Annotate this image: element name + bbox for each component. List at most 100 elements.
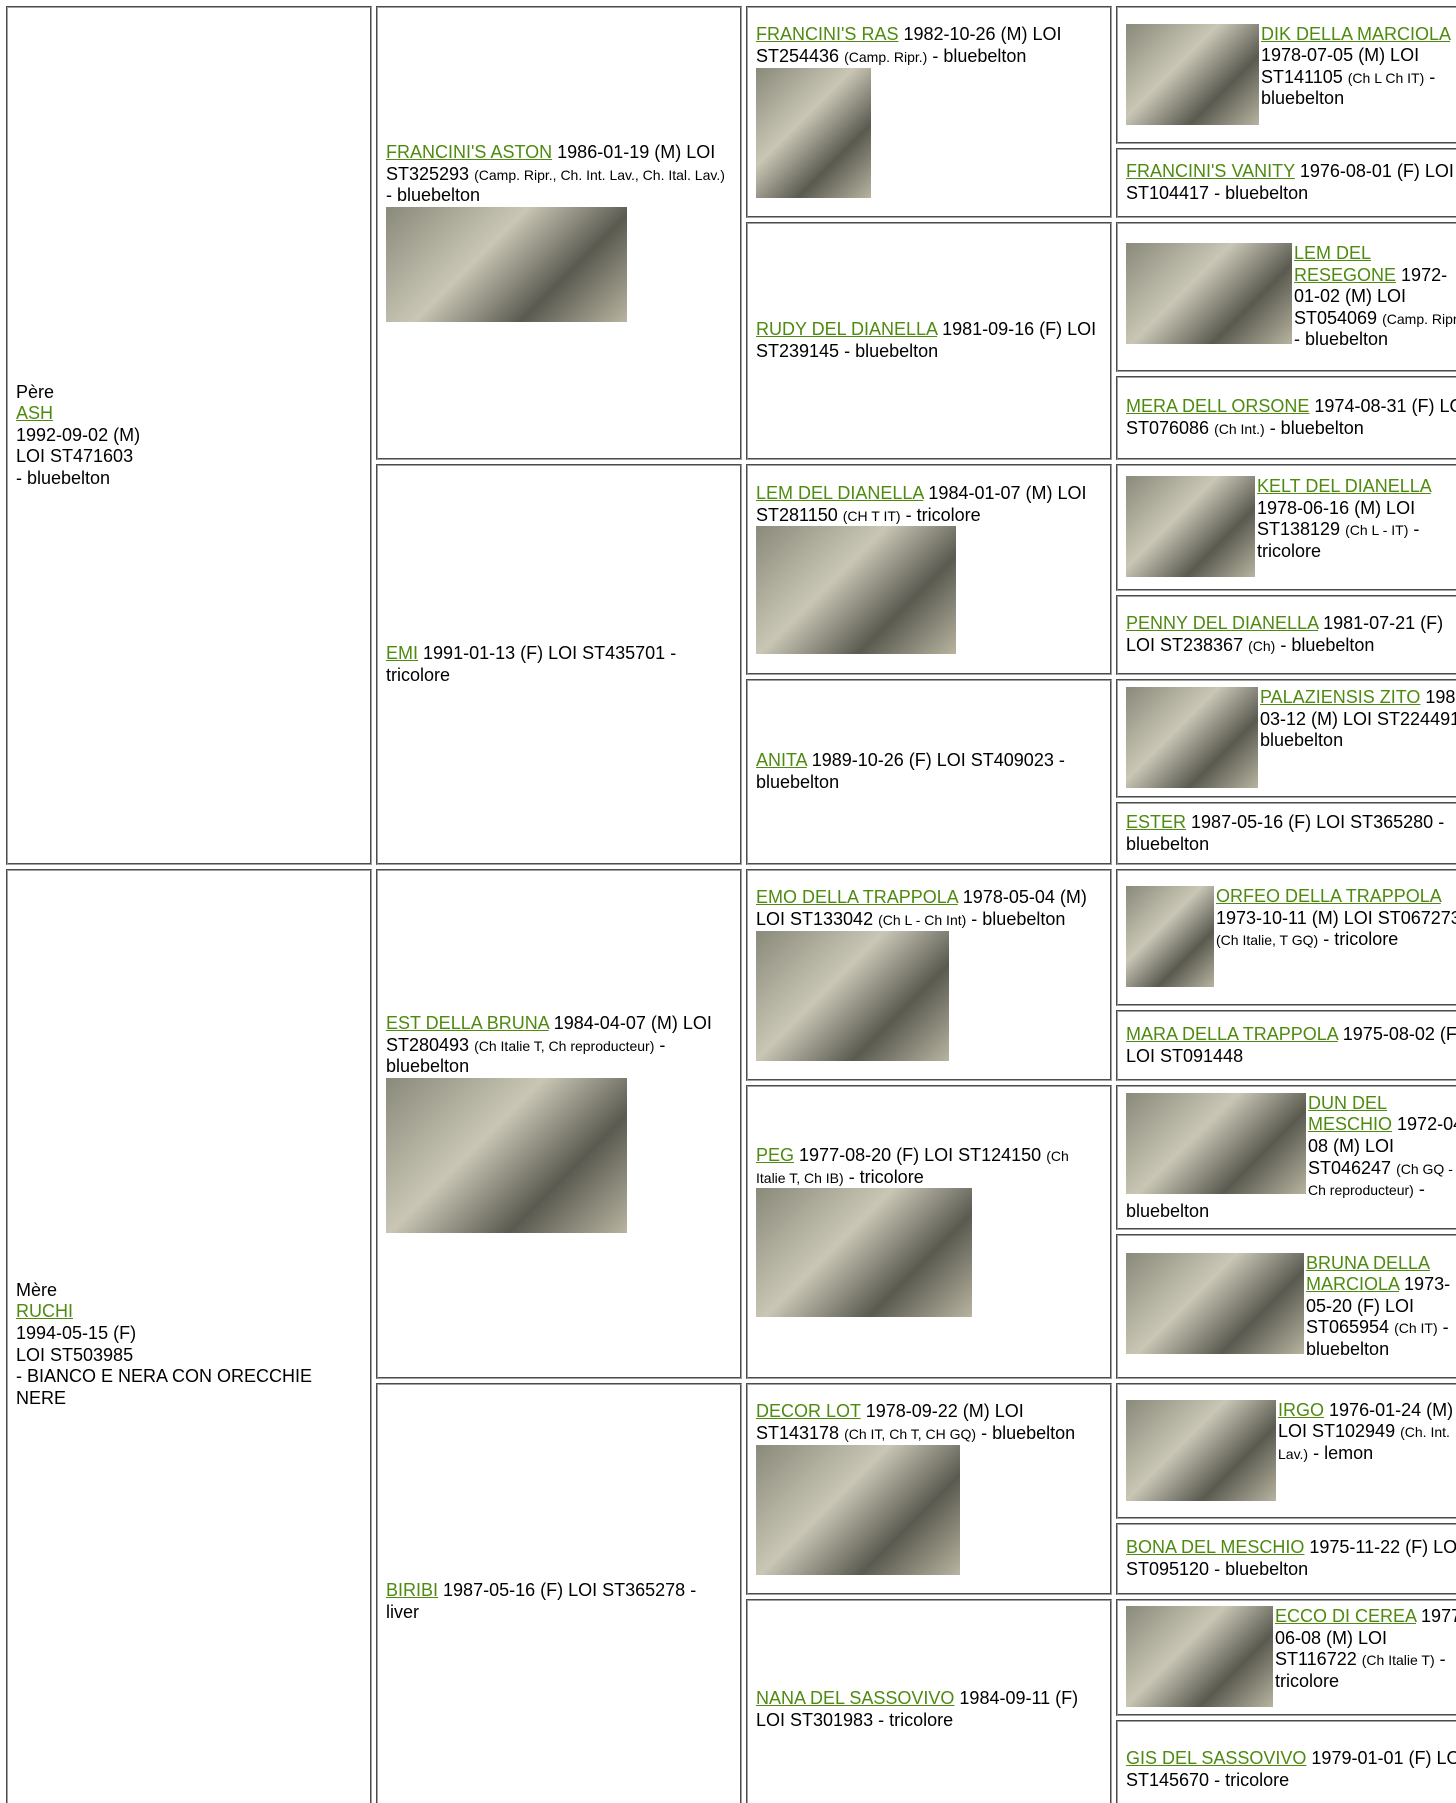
dog-coat: - bluebelton <box>1126 1179 1425 1221</box>
dog-coat: - tricolore <box>1323 929 1399 950</box>
dog-details: 1978-09-22 (M) LOI ST143178 <box>756 1401 1024 1443</box>
dog-name-link[interactable]: PENNY DEL DIANELLA <box>1126 613 1319 634</box>
dog-name-link[interactable]: ESTER <box>1126 811 1187 832</box>
dog-cell: PENNY DEL DIANELLA 1981-07-21 (F) LOI ST… <box>1116 595 1456 675</box>
dog-coat: - bluebelton <box>1260 730 1344 751</box>
dog-details: 1973-10-11 (M) LOI ST067273 <box>1216 907 1456 928</box>
dog-details: 1981-09-16 (F) LOI ST239145 <box>756 319 1097 361</box>
dog-name-link[interactable]: BRUNA DELLA MARCIOLA <box>1306 1252 1431 1295</box>
dog-details: 1986-01-19 (M) LOI ST325293 <box>386 142 716 184</box>
dog-name-link[interactable]: DIK DELLA MARCIOLA <box>1261 23 1451 44</box>
dog-coat: - lemon <box>1313 1442 1374 1463</box>
dog-titles: (Ch Italie T) <box>1361 1652 1435 1669</box>
dog-details: 1982-10-26 (M) LOI ST254436 <box>756 24 1062 66</box>
dog-cell: KELT DEL DIANELLA 1978-06-16 (M) LOI ST1… <box>1116 464 1456 591</box>
dog-details: 1975-11-22 (F) LOI ST095120 <box>1126 1537 1456 1579</box>
dog-name-link[interactable]: ANITA <box>756 750 807 771</box>
dog-name-link[interactable]: LEM DEL DIANELLA <box>756 482 924 503</box>
dog-details: 1989-10-26 (F) LOI ST409023 <box>811 750 1054 771</box>
dog-details: 1991-01-13 (F) LOI ST435701 <box>423 642 666 663</box>
dog-coat: - bluebelton <box>981 1423 1076 1443</box>
dog-photo <box>756 526 956 655</box>
dog-details: 1975-08-02 (F) LOI ST091448 <box>1126 1023 1456 1066</box>
pedigree-row: Père ASH 1992-09-02 (M) LOI ST471603- blueb… <box>6 6 1456 865</box>
dog-name-link[interactable]: EST DELLA BRUNA <box>386 1013 549 1034</box>
dog-details: 1977-08-20 (F) LOI ST124150 <box>799 1144 1042 1165</box>
dog-cell: EMO DELLA TRAPPOLA 1978-05-04 (M) LOI ST… <box>746 869 1112 1081</box>
dog-cell: FRANCINI'S RAS 1982-10-26 (M) LOI ST2544… <box>746 6 1112 218</box>
dog-name-link[interactable]: DECOR LOT <box>756 1401 861 1422</box>
dog-details: 1972-01-02 (M) LOI ST054069 <box>1294 264 1448 328</box>
pedigree-row: FRANCINI'S VANITY 1976-08-01 (F) LOI ST1… <box>6 148 1456 218</box>
dog-details: 1972-04-08 (M) LOI ST046247 <box>1308 1114 1456 1178</box>
dog-cell: LEM DEL RESEGONE 1972-01-02 (M) LOI ST05… <box>1116 222 1456 372</box>
parent-cell: Mère RUCHI 1994-05-15 (F) LOI ST503985- BIA… <box>6 869 372 1803</box>
dog-name-link[interactable]: IRGO <box>1278 1399 1325 1420</box>
dog-name-link[interactable]: DUN DEL MESCHIO <box>1308 1092 1393 1135</box>
dog-cell: MERA DELL ORSONE 1974-08-31 (F) LOI ST07… <box>1116 376 1456 460</box>
dog-photo <box>756 1444 960 1575</box>
dog-name-link[interactable]: NANA DEL SASSOVIVO <box>756 1687 955 1708</box>
dog-coat: - bluebelton <box>1126 811 1445 854</box>
parent-name-link[interactable]: RUCHI <box>16 1301 73 1322</box>
dog-coat: - bluebelton <box>1261 66 1436 109</box>
dog-name-link[interactable]: EMO DELLA TRAPPOLA <box>756 887 958 908</box>
dog-details: 1976-08-01 (F) LOI ST104417 <box>1126 161 1454 203</box>
pedigree-row: MARA DELLA TRAPPOLA 1975-08-02 (F) LOI S… <box>6 1010 1456 1081</box>
dog-titles: (Camp. Ripr.) <box>1382 310 1456 327</box>
dog-titles: (Ch GQ - Ch reproducteur) <box>1308 1160 1453 1199</box>
dog-details: 1987-05-16 (F) LOI ST365278 <box>443 1579 686 1600</box>
dog-name-link[interactable]: LEM DEL RESEGONE <box>1294 243 1397 285</box>
pedigree-row: PEG 1977-08-20 (F) LOI ST124150 (Ch Ital… <box>6 1085 1456 1379</box>
dog-cell: GIS DEL SASSOVIVO 1979-01-01 (F) LOI ST1… <box>1116 1720 1456 1803</box>
dog-coat: - bluebelton <box>386 1034 666 1077</box>
dog-coat: - bluebelton <box>1214 183 1309 203</box>
parent-cell: Père ASH 1992-09-02 (M) LOI ST471603- blueb… <box>6 6 372 865</box>
dog-details: 1978-05-04 (M) LOI ST133042 <box>756 887 1087 929</box>
dog-name-link[interactable]: MARA DELLA TRAPPOLA <box>1126 1023 1338 1044</box>
dog-photo <box>756 1188 972 1318</box>
dog-cell: RUDY DEL DIANELLA 1981-09-16 (F) LOI ST2… <box>746 222 1112 460</box>
dog-coat: - bluebelton <box>386 185 481 206</box>
dog-cell: BONA DEL MESCHIO 1975-11-22 (F) LOI ST09… <box>1116 1523 1456 1595</box>
dog-titles: (Ch L Ch IT) <box>1347 69 1425 86</box>
dog-details: 1979-01-01 (F) LOI ST145670 <box>1126 1748 1456 1790</box>
dog-name-link[interactable]: EMI <box>386 642 419 663</box>
dog-name-link[interactable]: ORFEO DELLA TRAPPOLA <box>1216 886 1441 906</box>
dog-name-link[interactable]: FRANCINI'S RAS <box>756 24 899 45</box>
dog-titles: (Ch IT) <box>1394 1320 1438 1337</box>
pedigree-row: ANITA 1989-10-26 (F) LOI ST409023 - blue… <box>6 679 1456 865</box>
dog-name-link[interactable]: BIRIBI <box>386 1579 439 1600</box>
dog-coat: - bluebelton <box>932 46 1027 66</box>
dog-details: 1976-01-24 (M) LOI ST102949 <box>1278 1399 1454 1442</box>
dog-name-link[interactable]: PEG <box>756 1144 795 1165</box>
dog-details: 1973-05-20 (F) LOI ST065954 <box>1306 1274 1451 1338</box>
dog-name-link[interactable]: GIS DEL SASSOVIVO <box>1126 1748 1307 1769</box>
dog-titles: (Ch Int.) <box>1214 421 1265 437</box>
dog-details: 1977-06-08 (M) LOI ST116722 <box>1275 1606 1456 1670</box>
parent-name: ASH <box>16 403 362 425</box>
dog-cell: FRANCINI'S VANITY 1976-08-01 (F) LOI ST1… <box>1116 148 1456 218</box>
dog-coat: - tricolore <box>905 504 981 525</box>
dog-name-link[interactable]: BONA DEL MESCHIO <box>1126 1537 1305 1558</box>
dog-details: 1974-08-31 (F) LOI ST076086 <box>1126 396 1456 438</box>
dog-name-link[interactable]: ECCO DI CEREA <box>1275 1606 1417 1626</box>
dog-cell: BRUNA DELLA MARCIOLA 1973-05-20 (F) LOI … <box>1116 1234 1456 1379</box>
dog-photo <box>756 67 871 198</box>
dog-name-link[interactable]: RUDY DEL DIANELLA <box>756 319 938 340</box>
pedigree-row: Mère RUCHI 1994-05-15 (F) LOI ST503985- BIA… <box>6 869 1456 1803</box>
dog-photo <box>386 1077 627 1233</box>
dog-details: 1984-09-11 (F) LOI ST301983 <box>756 1687 1079 1730</box>
dog-name-link[interactable]: KELT DEL DIANELLA <box>1257 476 1431 496</box>
dog-cell: EMI 1991-01-13 (F) LOI ST435701 - tricol… <box>376 464 742 865</box>
dog-cell: ANITA 1989-10-26 (F) LOI ST409023 - blue… <box>746 679 1112 865</box>
parent-name-link[interactable]: ASH <box>16 403 54 424</box>
dog-coat: - bluebelton <box>1294 329 1389 350</box>
dog-cell: MARA DELLA TRAPPOLA 1975-08-02 (F) LOI S… <box>1116 1010 1456 1081</box>
dog-name-link[interactable]: FRANCINI'S VANITY <box>1126 161 1295 182</box>
dog-name-link[interactable]: FRANCINI'S ASTON <box>386 142 553 163</box>
pedigree-row: GIS DEL SASSOVIVO 1979-01-01 (F) LOI ST1… <box>6 1720 1456 1803</box>
dog-titles: (Ch Italie T, Ch reproducteur) <box>474 1037 655 1054</box>
dog-name-link[interactable]: PALAZIENSIS ZITO <box>1260 687 1421 707</box>
dog-name-link[interactable]: MERA DELL ORSONE <box>1126 396 1310 417</box>
